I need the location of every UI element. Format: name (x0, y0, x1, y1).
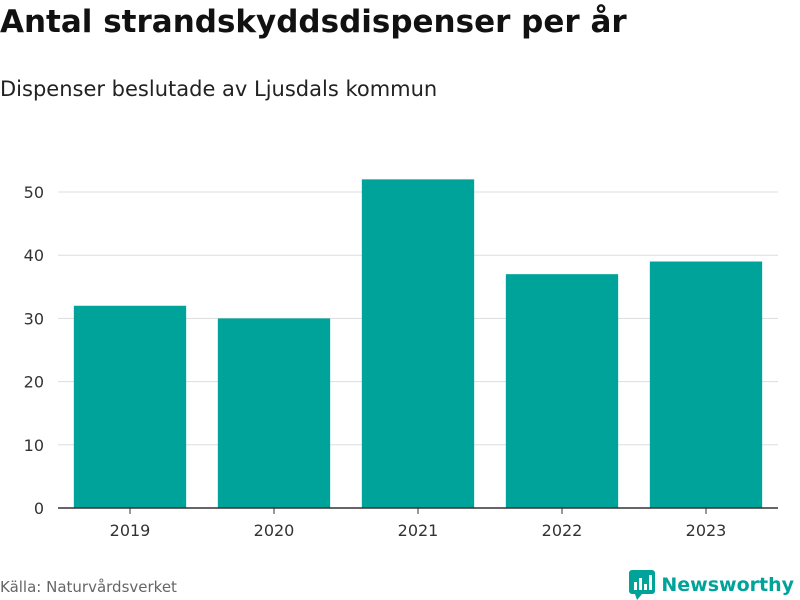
bar (217, 318, 331, 508)
bar (361, 179, 475, 509)
y-tick-label: 40 (24, 246, 44, 265)
source-note: Källa: Naturvårdsverket (0, 578, 177, 596)
y-tick-label: 20 (24, 373, 44, 392)
bar-chart: 0 10 20 30 40 50 2019 2020 2021 2022 2023 (24, 179, 778, 540)
bar (73, 305, 187, 508)
chart-subtitle: Dispenser beslutade av Ljusdals kommun (0, 77, 438, 101)
y-axis: 0 10 20 30 40 50 (24, 183, 44, 518)
bar (649, 261, 763, 508)
bar (505, 274, 619, 508)
y-tick-label: 50 (24, 183, 44, 202)
y-tick-label: 30 (24, 309, 44, 328)
chart-title: Antal strandskyddsdispenser per år (0, 4, 627, 40)
x-tick-label: 2021 (398, 521, 439, 540)
x-tick-label: 2019 (110, 521, 151, 540)
brand-logo: Newsworthy (629, 570, 794, 600)
brand-name: Newsworthy (661, 574, 794, 596)
y-tick-label: 0 (34, 499, 44, 518)
x-axis: 2019 2020 2021 2022 2023 (58, 507, 778, 540)
newsworthy-icon (629, 570, 656, 600)
x-tick-label: 2023 (686, 521, 727, 540)
x-tick-label: 2022 (542, 521, 583, 540)
bars (73, 179, 763, 509)
x-tick-label: 2020 (254, 521, 295, 540)
y-tick-label: 10 (24, 436, 44, 455)
